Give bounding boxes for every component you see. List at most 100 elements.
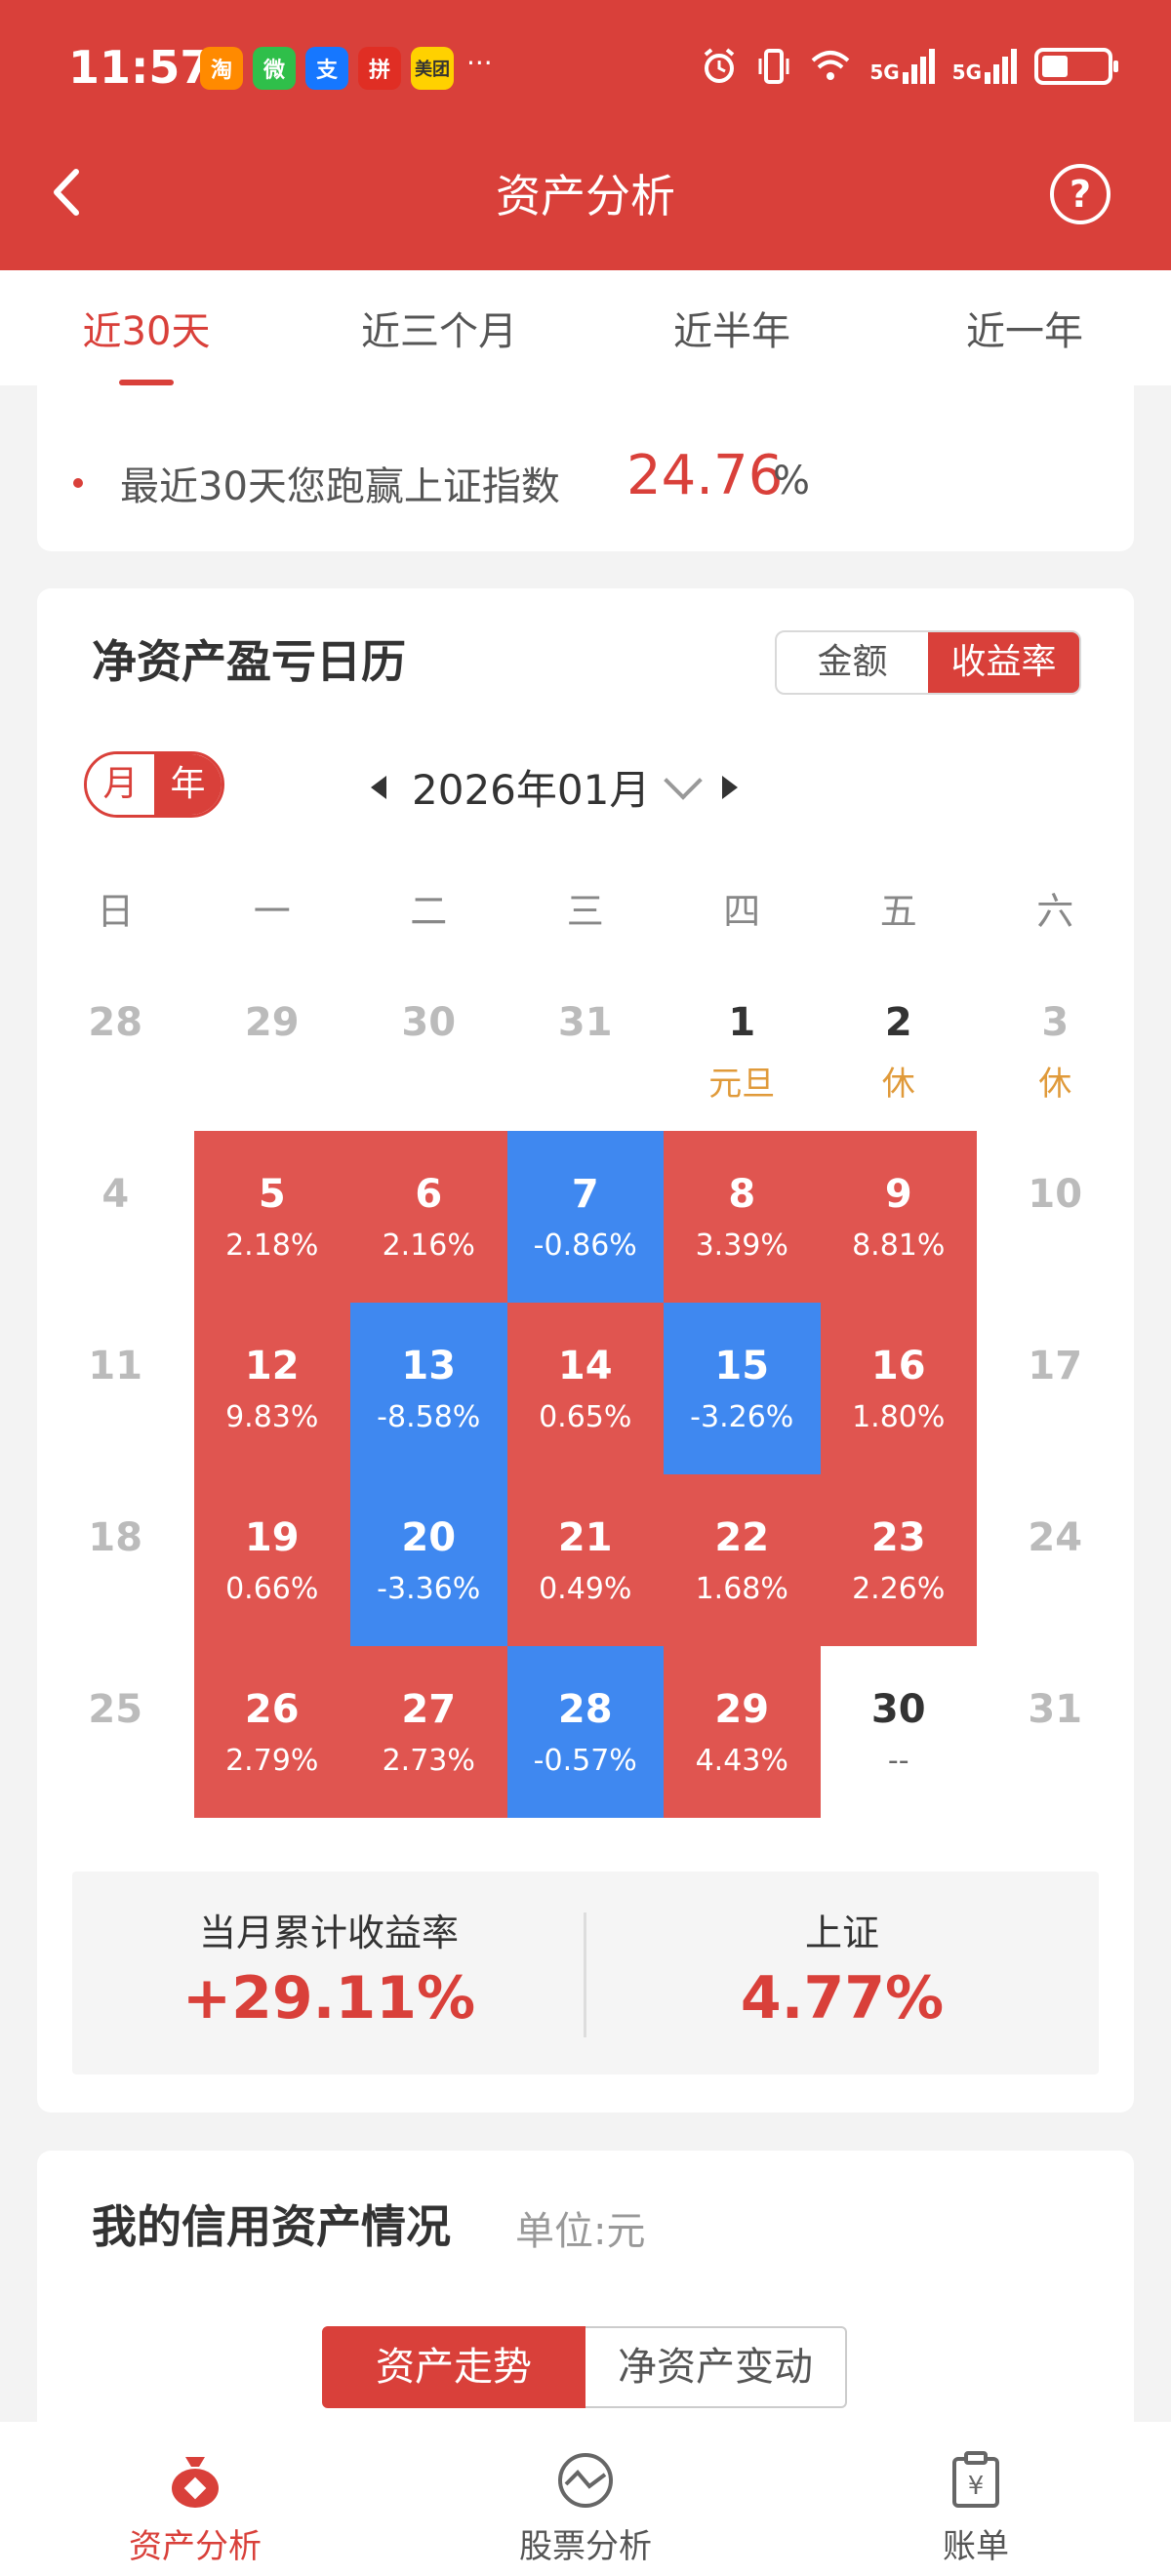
calendar-day[interactable]: 9 8.81% [820, 1131, 977, 1303]
calendar-day[interactable]: 10 [977, 1131, 1134, 1303]
month-label[interactable]: 2026年01月 [412, 766, 651, 814]
back-arrow-icon[interactable] [47, 166, 86, 219]
calendar-day[interactable]: 26 2.79% [193, 1646, 350, 1818]
day-return: -- [887, 1744, 909, 1778]
day-number: 25 [88, 1687, 143, 1732]
calendar-day[interactable]: 18 [37, 1474, 194, 1646]
tab-one-year[interactable]: 近一年 [966, 309, 1083, 354]
day-return: 1.68% [695, 1572, 788, 1606]
calendar-day[interactable]: 7 -0.86% [506, 1131, 664, 1303]
alarm-icon [705, 48, 735, 83]
calendar-day[interactable]: 1 元旦 [664, 959, 821, 1131]
weekday-label: 四 [723, 890, 761, 933]
calendar-day[interactable]: 4 [37, 1131, 194, 1303]
day-number: 11 [88, 1344, 143, 1389]
day-number: 9 [884, 1172, 912, 1217]
calendar-day[interactable]: 20 -3.36% [350, 1474, 507, 1646]
day-number: 29 [714, 1687, 770, 1732]
period-tabs: 近30天 近三个月 近半年 近一年 [0, 270, 1171, 385]
holiday-label: 元旦 [708, 1065, 776, 1104]
day-number: 1 [728, 1000, 756, 1045]
weekday-label: 五 [879, 890, 917, 933]
day-number: 31 [557, 1000, 613, 1045]
chart-line-icon [558, 2453, 613, 2508]
calendar-day[interactable]: 30 [350, 959, 507, 1131]
calendar-day[interactable]: 8 3.39% [664, 1131, 821, 1303]
calendar-day[interactable]: 27 2.73% [350, 1646, 507, 1818]
toggle-month[interactable]: 月 [87, 754, 154, 815]
index-label: 上证 [804, 1912, 879, 1954]
month-total: 当月累计收益率 +29.11% [72, 1903, 586, 2033]
day-return: 2.79% [225, 1744, 319, 1778]
help-icon[interactable]: ? [1050, 164, 1110, 224]
toggle-year[interactable]: 年 [154, 754, 222, 815]
chevron-down-icon[interactable] [664, 760, 704, 800]
day-number: 14 [557, 1344, 613, 1389]
nav-label: 账单 [943, 2527, 1009, 2566]
calendar-day[interactable]: 17 [977, 1303, 1134, 1474]
day-return: 2.16% [382, 1228, 475, 1263]
svg-text:¥: ¥ [968, 2472, 985, 2501]
calendar-day[interactable]: 21 0.49% [506, 1474, 664, 1646]
index-value: 4.77% [740, 1964, 945, 2033]
wechat-icon: 微 [253, 47, 296, 90]
next-month-icon[interactable] [722, 775, 739, 799]
page-title: 资产分析 [496, 170, 675, 222]
calendar-day[interactable]: 12 9.83% [193, 1303, 350, 1474]
calendar-day[interactable]: 23 2.26% [820, 1474, 977, 1646]
alipay-icon: 支 [305, 47, 348, 90]
calendar-day[interactable]: 16 1.80% [820, 1303, 977, 1474]
tab-30-days[interactable]: 近30天 [0, 270, 293, 385]
calendar-day[interactable]: 22 1.68% [664, 1474, 821, 1646]
calendar-day[interactable]: 14 0.65% [506, 1303, 664, 1474]
summary-card [37, 385, 1134, 551]
day-number: 2 [884, 1000, 912, 1045]
tab-asset-trend[interactable]: 资产走势 [322, 2326, 586, 2408]
calendar-day[interactable]: 28 [37, 959, 194, 1131]
prev-month-icon[interactable] [371, 775, 386, 799]
tab-half-year[interactable]: 近半年 [673, 309, 790, 354]
day-return: 0.49% [539, 1572, 632, 1606]
calendar-day[interactable]: 15 -3.26% [664, 1303, 821, 1474]
day-number: 18 [88, 1515, 143, 1560]
day-number: 24 [1028, 1515, 1083, 1560]
day-return: 0.65% [539, 1400, 632, 1434]
weekday-label: 三 [566, 890, 604, 933]
month-year-toggle[interactable]: 月 年 [84, 751, 224, 818]
calendar-day[interactable]: 29 [194, 959, 351, 1131]
divider [584, 1912, 586, 2037]
holiday-label: 休 [881, 1065, 915, 1104]
tab-net-asset-change[interactable]: 净资产变动 [586, 2326, 847, 2408]
status-time: 11:57 [68, 41, 212, 94]
calendar-day[interactable]: 11 [37, 1303, 194, 1474]
calendar-day[interactable]: 30 -- [821, 1646, 978, 1818]
wifi-icon [811, 51, 850, 80]
calendar-day[interactable]: 31 [507, 959, 665, 1131]
day-number: 27 [401, 1687, 457, 1732]
calendar-day[interactable]: 29 4.43% [664, 1646, 821, 1818]
mode-rate-button[interactable]: 收益率 [928, 632, 1079, 693]
nav-asset-analysis[interactable]: 资产分析 [0, 2422, 390, 2576]
mode-amount-button[interactable]: 金额 [817, 642, 888, 682]
day-return: 2.26% [852, 1572, 946, 1606]
calendar-day[interactable]: 25 [37, 1646, 194, 1818]
tab-3-months[interactable]: 近三个月 [361, 309, 517, 354]
day-number: 31 [1028, 1687, 1083, 1732]
calendar-day[interactable]: 28 -0.57% [506, 1646, 664, 1818]
calendar-day[interactable]: 31 [977, 1646, 1134, 1818]
calendar-day[interactable]: 13 -8.58% [350, 1303, 507, 1474]
nav-bill[interactable]: ¥ 账单 [781, 2422, 1171, 2576]
calendar-day[interactable]: 6 2.16% [350, 1131, 507, 1303]
day-number: 26 [244, 1687, 300, 1732]
meituan-icon: 美团 [411, 47, 454, 90]
calendar-day[interactable]: 19 0.66% [193, 1474, 350, 1646]
calendar-day[interactable]: 5 2.18% [193, 1131, 350, 1303]
app-header: 11:57 淘 微 支 拼 美团 ··· 5G 5G 资产分析 ? [0, 0, 1171, 270]
calendar-day[interactable]: 24 [977, 1474, 1134, 1646]
calendar-week: 28 29 30 31 1 元旦 2 休 3 休 [37, 959, 1134, 1131]
day-number: 21 [557, 1515, 613, 1560]
nav-stock-analysis[interactable]: 股票分析 [390, 2422, 781, 2576]
day-number: 19 [244, 1515, 300, 1560]
